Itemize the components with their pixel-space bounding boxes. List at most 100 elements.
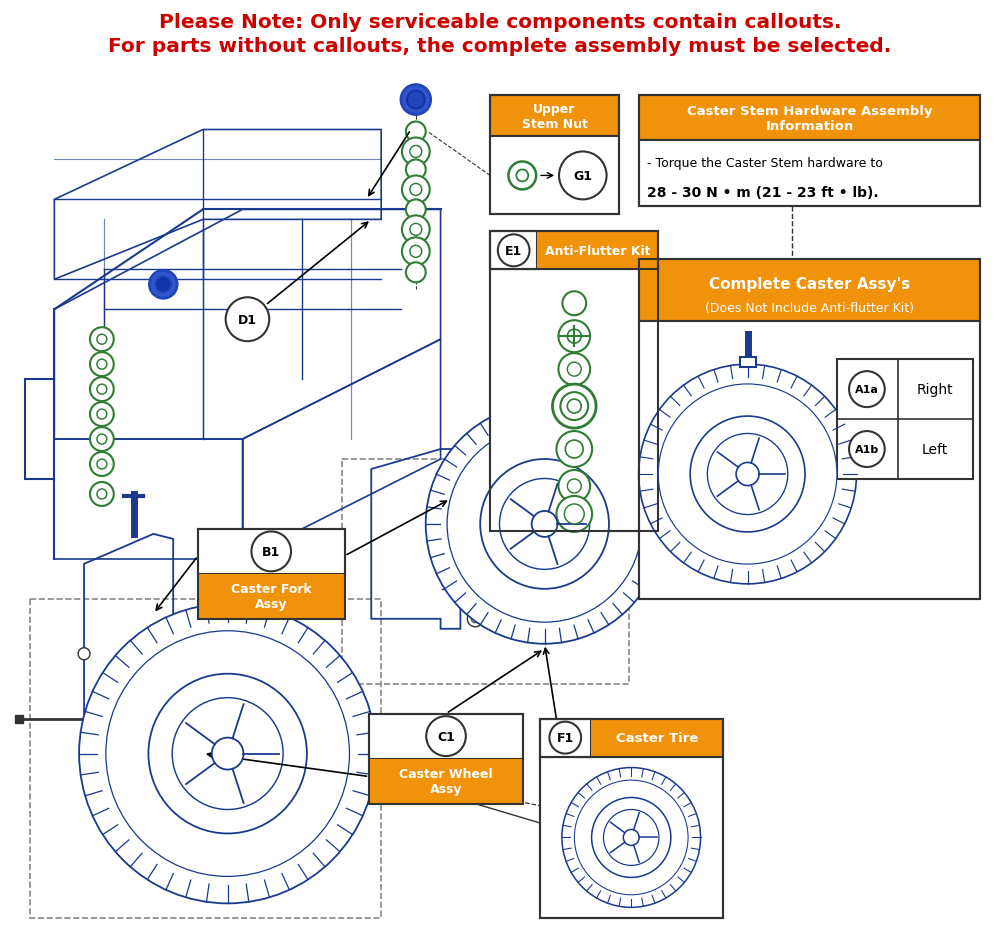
Circle shape — [500, 479, 590, 570]
Circle shape — [630, 546, 638, 553]
Circle shape — [172, 698, 283, 810]
Text: 28 - 30 N • m (21 - 23 ft • lb).: 28 - 30 N • m (21 - 23 ft • lb). — [647, 186, 878, 200]
FancyBboxPatch shape — [639, 95, 980, 142]
Circle shape — [560, 393, 588, 421]
Circle shape — [410, 184, 422, 196]
Circle shape — [347, 750, 365, 767]
Circle shape — [106, 632, 349, 876]
Circle shape — [625, 500, 633, 509]
Circle shape — [79, 604, 376, 903]
Circle shape — [562, 767, 701, 907]
Circle shape — [90, 403, 114, 427]
Circle shape — [574, 781, 688, 895]
Circle shape — [559, 152, 607, 200]
Circle shape — [90, 482, 114, 506]
Text: Caster Fork
Assy: Caster Fork Assy — [231, 582, 312, 611]
Circle shape — [480, 460, 609, 589]
Text: Caster Wheel
Assy: Caster Wheel Assy — [399, 767, 493, 795]
Circle shape — [226, 298, 269, 342]
Circle shape — [323, 680, 341, 698]
Circle shape — [516, 170, 528, 182]
FancyBboxPatch shape — [639, 260, 980, 322]
Circle shape — [556, 497, 592, 532]
Text: G1: G1 — [573, 170, 592, 183]
Circle shape — [567, 329, 581, 344]
Circle shape — [410, 246, 422, 258]
Circle shape — [625, 540, 643, 558]
Circle shape — [447, 426, 642, 622]
Text: E1: E1 — [505, 244, 522, 258]
FancyBboxPatch shape — [540, 719, 591, 757]
FancyBboxPatch shape — [198, 574, 345, 619]
Circle shape — [97, 434, 107, 445]
Circle shape — [620, 496, 638, 514]
Circle shape — [558, 354, 590, 386]
Circle shape — [467, 591, 483, 607]
Circle shape — [148, 674, 307, 834]
Text: Upper
Stem Nut: Upper Stem Nut — [522, 102, 587, 130]
Circle shape — [471, 555, 479, 564]
Text: Complete Caster Assy's: Complete Caster Assy's — [709, 277, 910, 292]
Text: F1: F1 — [557, 732, 574, 744]
Circle shape — [155, 277, 171, 293]
FancyBboxPatch shape — [369, 759, 523, 803]
Circle shape — [164, 650, 182, 668]
Circle shape — [567, 362, 581, 377]
Circle shape — [707, 434, 788, 515]
FancyBboxPatch shape — [369, 714, 523, 759]
Circle shape — [508, 162, 536, 190]
Text: Left: Left — [922, 443, 948, 457]
Text: Please Note: Only serviceable components contain callouts.: Please Note: Only serviceable components… — [159, 13, 841, 32]
Circle shape — [97, 335, 107, 345]
Circle shape — [564, 504, 584, 524]
Circle shape — [567, 480, 581, 494]
Circle shape — [406, 263, 426, 283]
Circle shape — [558, 321, 590, 353]
Circle shape — [402, 177, 430, 204]
Circle shape — [451, 561, 469, 579]
Circle shape — [552, 385, 596, 429]
Circle shape — [169, 730, 187, 748]
Circle shape — [212, 738, 243, 769]
Circle shape — [97, 460, 107, 469]
FancyBboxPatch shape — [537, 232, 658, 270]
Circle shape — [90, 428, 114, 451]
Circle shape — [406, 160, 426, 180]
Circle shape — [690, 416, 805, 532]
FancyBboxPatch shape — [490, 270, 658, 531]
Circle shape — [90, 378, 114, 402]
Text: A1b: A1b — [855, 445, 879, 455]
Circle shape — [736, 463, 759, 486]
Circle shape — [603, 810, 659, 866]
Circle shape — [407, 92, 425, 110]
Circle shape — [562, 292, 586, 316]
Circle shape — [442, 526, 459, 544]
Text: - Torque the Caster Stem hardware to: - Torque the Caster Stem hardware to — [647, 157, 882, 170]
FancyBboxPatch shape — [198, 530, 345, 574]
Circle shape — [467, 551, 483, 567]
Circle shape — [406, 200, 426, 220]
Circle shape — [174, 734, 182, 743]
Text: (Does Not Include Anti-flutter Kit): (Does Not Include Anti-flutter Kit) — [705, 301, 914, 314]
Circle shape — [90, 328, 114, 352]
Circle shape — [402, 238, 430, 266]
Circle shape — [352, 755, 360, 763]
Circle shape — [149, 271, 177, 299]
Text: For parts without callouts, the complete assembly must be selected.: For parts without callouts, the complete… — [108, 37, 892, 56]
Circle shape — [97, 360, 107, 370]
Circle shape — [402, 139, 430, 166]
Circle shape — [97, 489, 107, 499]
Circle shape — [410, 224, 422, 236]
Circle shape — [90, 452, 114, 477]
Circle shape — [90, 353, 114, 377]
Circle shape — [402, 216, 430, 244]
FancyBboxPatch shape — [591, 719, 723, 757]
FancyBboxPatch shape — [15, 715, 23, 723]
Circle shape — [97, 385, 107, 395]
FancyBboxPatch shape — [490, 95, 619, 137]
Text: A1a: A1a — [855, 385, 879, 395]
FancyBboxPatch shape — [490, 232, 537, 270]
Circle shape — [169, 655, 177, 663]
Circle shape — [471, 615, 479, 623]
Text: Anti-Flutter Kit: Anti-Flutter Kit — [545, 244, 651, 258]
